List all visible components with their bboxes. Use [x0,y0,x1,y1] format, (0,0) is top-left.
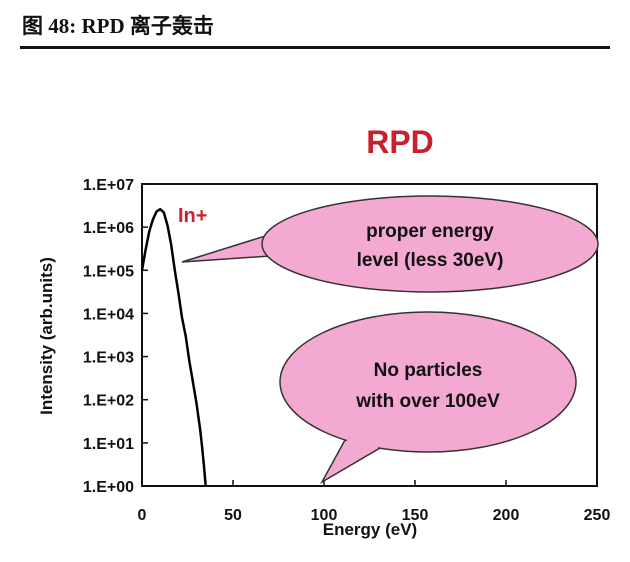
data-point [188,360,191,362]
x-tick-label: 100 [311,507,338,524]
x-axis: 0 50 100 150 200 250 [138,480,611,524]
data-point [166,224,169,227]
annotation-text-line1: No particles [374,360,483,381]
data-point [141,269,143,272]
data-point [181,316,183,319]
data-point [144,248,147,251]
y-tick-label: 1.E+07 [83,177,134,194]
annotation-bubble-particles: No particles with over 100eV [279,311,577,485]
y-axis: 1.E+00 1.E+01 1.E+02 1.E+03 1.E+04 1.E+05 1.E+… [83,177,148,496]
x-tick-label: 150 [402,507,429,524]
y-tick-label: 1.E+00 [83,479,134,496]
data-point [195,403,198,405]
data-point [184,335,187,337]
data-point [174,269,176,272]
x-axis-title: Energy (eV) [323,520,417,539]
data-point [192,381,194,384]
x-tick-label: 200 [493,507,520,524]
data-point [204,485,207,487]
bubble-seam [346,438,379,449]
chart-title: RPD [366,124,434,160]
series-label-in-plus: In+ [178,205,207,227]
y-tick-label: 1.E+05 [83,263,134,280]
y-tick-label: 1.E+02 [83,393,134,410]
bubble-seam [270,231,282,257]
data-point [152,218,154,221]
x-tick-label: 250 [584,507,611,524]
y-tick-label: 1.E+06 [83,220,134,237]
series-layer [140,207,207,487]
annotation-text-line1: proper energy [366,221,494,242]
data-point [201,446,203,448]
annotation-text-line2: level (less 30eV) [357,250,504,271]
data-point [155,210,158,213]
caption-divider [20,46,610,49]
data-point [159,208,161,210]
annotation-bubble-energy: proper energy level (less 30eV) [181,195,599,293]
data-point [163,211,165,214]
data-point [177,292,180,294]
annotation-text-line2: with over 100eV [355,391,500,412]
series-line [140,207,207,487]
x-tick-label: 0 [138,507,147,524]
figure-caption: 图 48: RPD 离子轰击 [22,14,214,38]
data-point [199,429,201,431]
y-axis-title: Intensity (arb.units) [37,257,56,415]
data-point [148,230,151,233]
y-tick-label: 1.E+04 [83,306,134,323]
bubble-body [261,195,599,293]
x-tick-label: 50 [224,507,242,524]
y-tick-label: 1.E+01 [83,436,134,453]
bubble-body [279,311,577,453]
data-point [170,243,172,246]
y-tick-label: 1.E+03 [83,350,134,367]
data-point [203,464,205,467]
